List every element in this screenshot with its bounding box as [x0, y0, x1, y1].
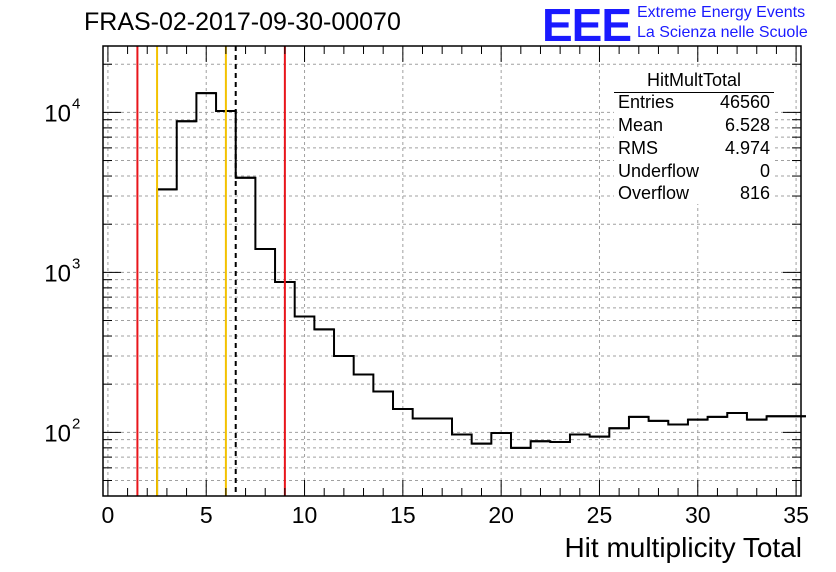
y-tick-label-exponent: 3: [72, 255, 80, 272]
x-tick-label: 30: [685, 502, 711, 528]
stats-label: Underflow: [618, 161, 700, 181]
x-tick-label: 5: [200, 502, 213, 528]
stats-value: 4.974: [724, 138, 770, 158]
stats-divider: [614, 92, 774, 93]
stats-label: RMS: [618, 138, 658, 158]
stats-value: 46560: [719, 92, 770, 112]
x-tick-label: 35: [783, 502, 809, 528]
stats-row-underflow: Underflow 0: [618, 161, 770, 183]
x-tick-label: 20: [488, 502, 514, 528]
stats-row-entries: Entries 46560: [618, 92, 770, 114]
eee-logo: EEE: [542, 0, 632, 51]
plot-frame: [102, 45, 802, 497]
stats-label: Overflow: [618, 183, 690, 203]
stats-label: Entries: [618, 92, 675, 112]
y-tick-label: 10: [44, 100, 71, 127]
x-tick-label: 25: [587, 502, 613, 528]
logo-subtitle-line2: La Scienza nelle Scuole: [637, 24, 808, 41]
stats-row-mean: Mean 6.528: [618, 115, 770, 137]
x-tick-label: 0: [102, 502, 115, 528]
y-tick-label-exponent: 2: [72, 415, 80, 432]
y-tick-label: 10: [44, 420, 71, 447]
stats-value: 816: [739, 183, 770, 203]
x-axis-label: Hit multiplicity Total: [564, 532, 802, 563]
y-tick-label-exponent: 4: [72, 95, 80, 112]
x-tick-label: 15: [390, 502, 416, 528]
stats-value: 0: [759, 161, 770, 181]
stats-row-overflow: Overflow 816: [618, 183, 770, 205]
stats-title: HitMultTotal: [646, 70, 742, 90]
stats-label: Mean: [618, 115, 664, 135]
stats-value: 6.528: [724, 115, 770, 135]
logo-subtitle-line1: Extreme Energy Events: [637, 4, 806, 21]
stats-box: HitMultTotal Entries 46560 Mean 6.528 RM…: [614, 70, 774, 204]
run-title: FRAS-02-2017-09-30-00070: [84, 8, 401, 36]
x-tick-label: 10: [292, 502, 318, 528]
y-tick-label: 10: [44, 260, 71, 287]
stats-row-rms: RMS 4.974: [618, 138, 770, 160]
